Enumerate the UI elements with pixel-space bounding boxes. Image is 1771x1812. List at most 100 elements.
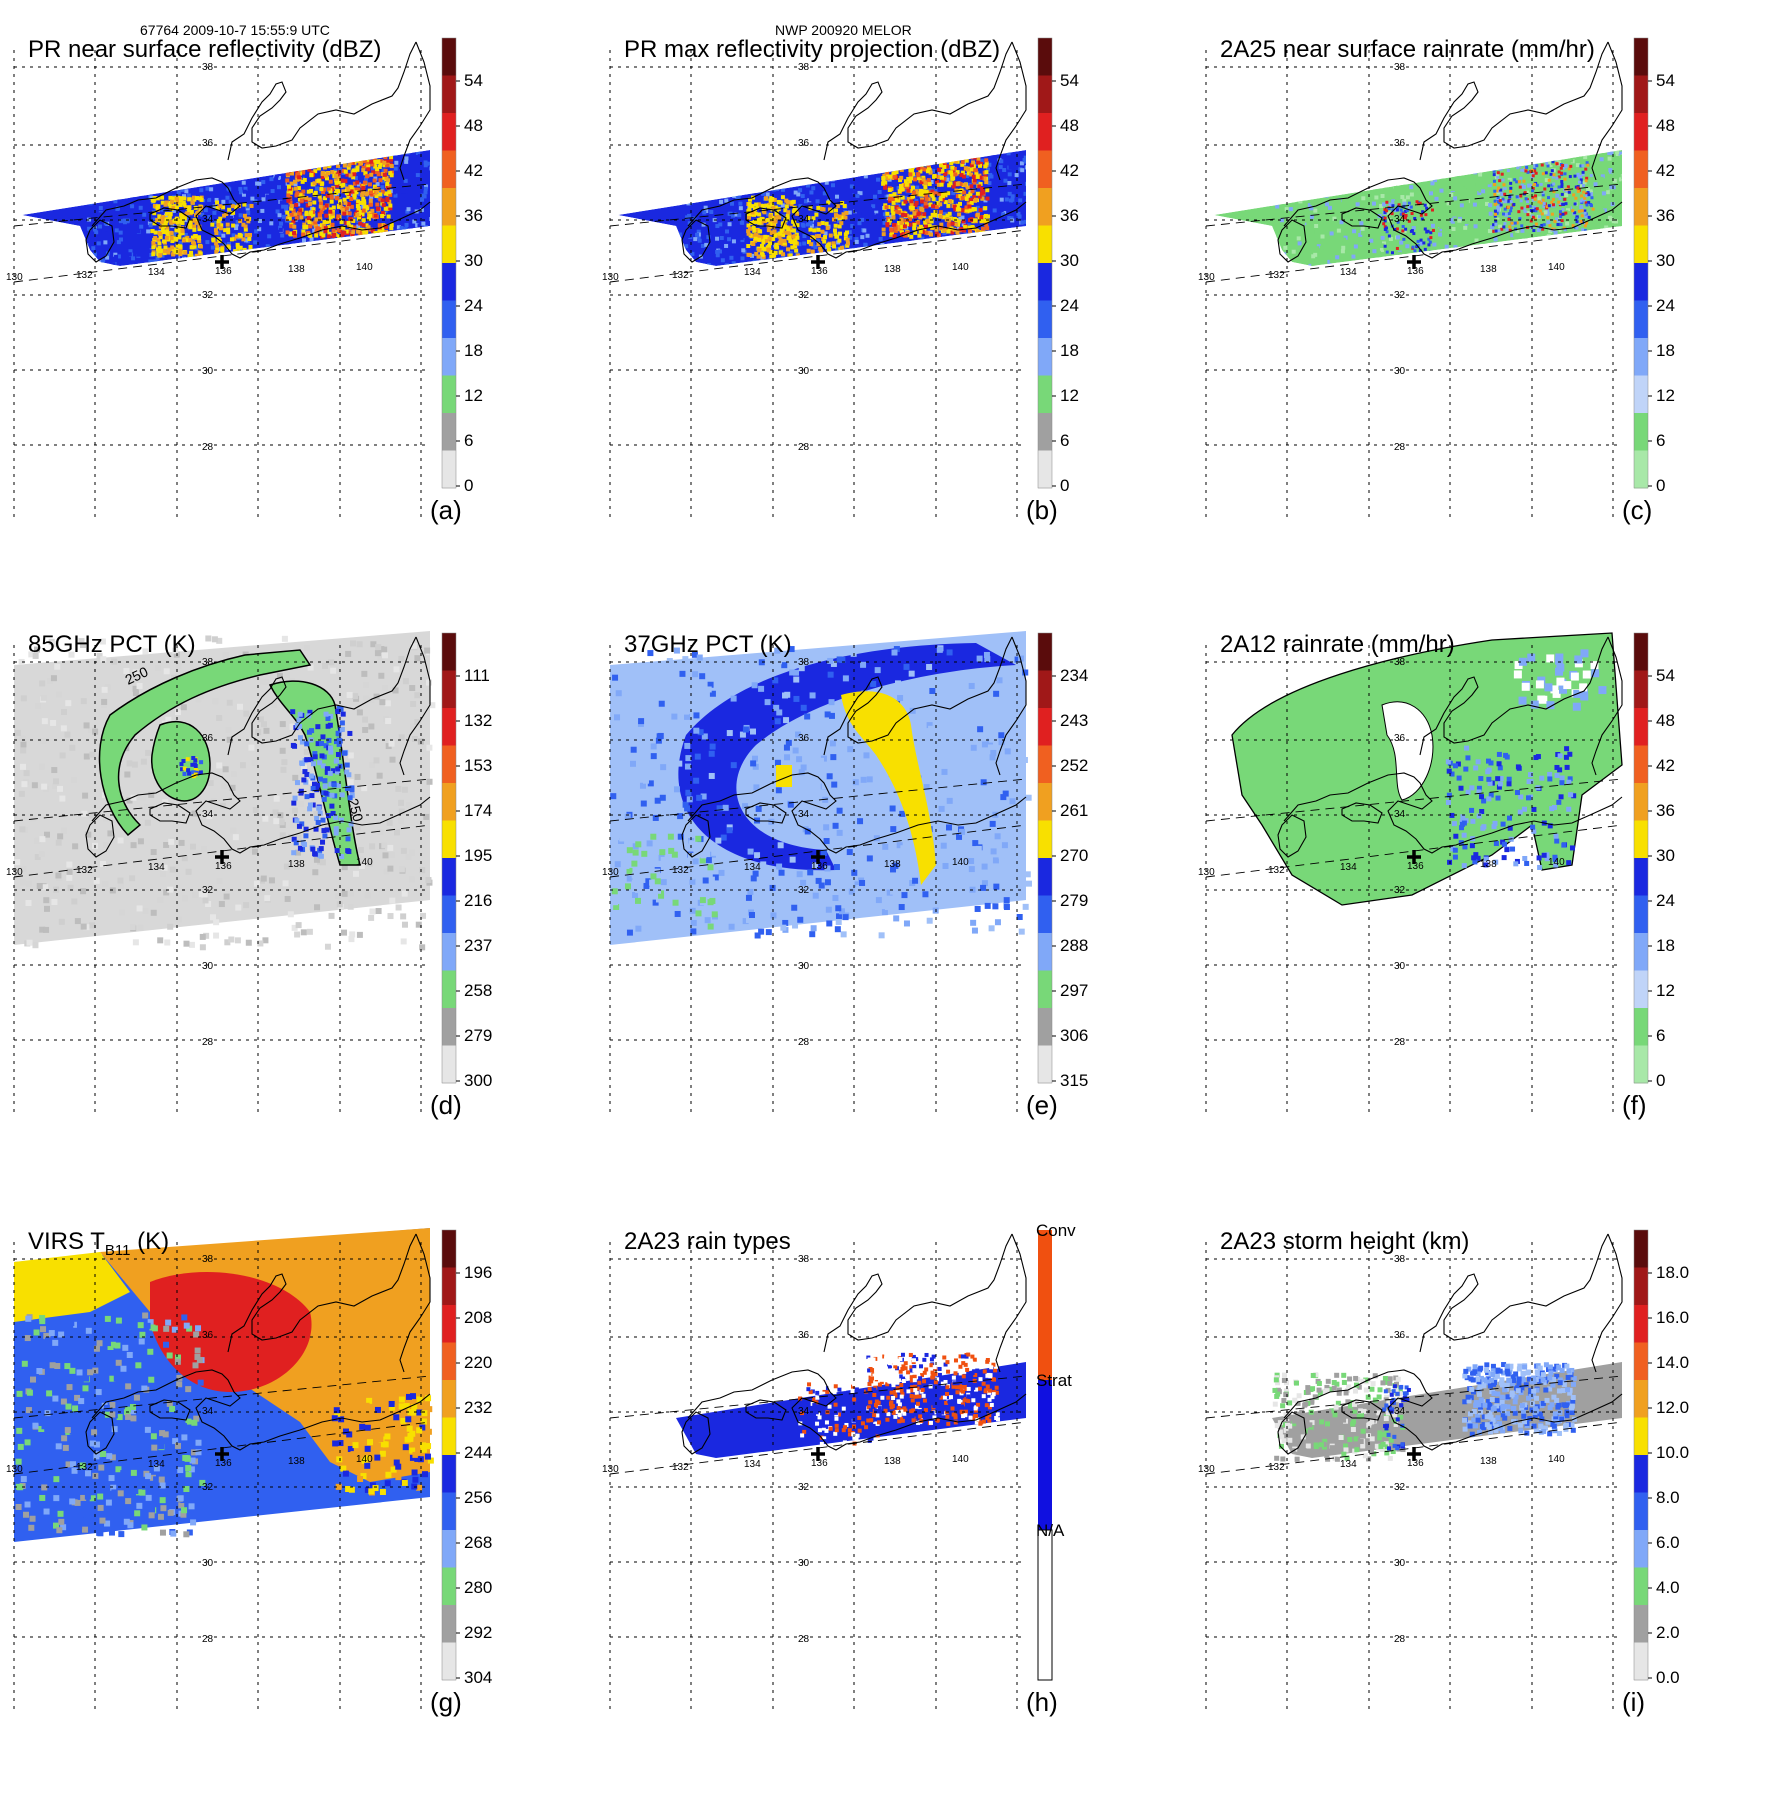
data-pixel (1497, 220, 1501, 224)
data-pixel (158, 166, 162, 170)
data-pixel (168, 216, 172, 220)
data-pixel (1583, 197, 1586, 200)
data-pixel (686, 239, 690, 243)
data-pixel (899, 176, 903, 180)
data-pixel (323, 162, 327, 166)
data-pixel (742, 170, 746, 174)
data-pixel (885, 163, 889, 167)
data-pixel (935, 159, 939, 163)
data-pixel (243, 248, 247, 252)
data-pixel (769, 198, 773, 202)
data-pixel (352, 172, 356, 176)
data-pixel (888, 219, 892, 223)
data-pixel (1020, 168, 1024, 172)
data-pixel (246, 151, 250, 155)
data-pixel (732, 261, 736, 265)
data-pixel (951, 222, 955, 226)
data-pixel (1576, 261, 1580, 265)
data-pixel (82, 258, 86, 262)
data-pixel (1499, 167, 1503, 171)
data-pixel (313, 181, 317, 185)
data-pixel (751, 162, 755, 166)
data-pixel (429, 267, 433, 271)
data-pixel (1532, 247, 1536, 251)
data-pixel (1295, 178, 1299, 182)
data-pixel (981, 227, 985, 231)
data-pixel (1005, 197, 1009, 201)
data-pixel (1493, 173, 1496, 176)
data-pixel (1458, 209, 1462, 213)
data-pixel (1525, 166, 1528, 169)
data-pixel (916, 173, 920, 177)
data-pixel (1432, 243, 1436, 247)
data-pixel (1273, 256, 1277, 260)
data-pixel (158, 160, 162, 164)
data-pixel (862, 229, 866, 233)
data-pixel (112, 188, 116, 192)
data-pixel (757, 248, 761, 252)
data-pixel (1357, 176, 1361, 180)
data-pixel (1513, 233, 1517, 237)
data-pixel (313, 160, 317, 164)
data-pixel (87, 169, 91, 173)
data-pixel (743, 225, 747, 229)
data-pixel (1559, 210, 1562, 213)
data-pixel (1563, 198, 1566, 201)
data-pixel (1525, 158, 1529, 162)
data-pixel (332, 229, 336, 233)
data-pixel (1328, 206, 1332, 210)
data-pixel (1509, 187, 1512, 190)
data-pixel (866, 152, 870, 156)
data-pixel (320, 160, 324, 164)
data-pixel (891, 164, 895, 168)
data-pixel (811, 250, 815, 254)
data-pixel (1499, 242, 1503, 246)
data-pixel (931, 213, 935, 217)
data-pixel (368, 235, 372, 239)
data-pixel (359, 158, 363, 162)
data-pixel (1507, 264, 1511, 268)
data-pixel (303, 250, 307, 254)
data-pixel (1496, 176, 1499, 179)
data-pixel (713, 164, 717, 168)
data-pixel (915, 201, 919, 205)
data-pixel (1307, 180, 1311, 184)
data-pixel (204, 168, 208, 172)
data-pixel (136, 229, 140, 233)
data-pixel (1424, 204, 1427, 207)
data-pixel (89, 194, 93, 198)
data-pixel (684, 244, 688, 248)
data-pixel (1493, 180, 1496, 183)
data-pixel (1622, 180, 1626, 184)
data-pixel (1323, 157, 1327, 161)
data-pixel (1588, 238, 1592, 242)
data-pixel (275, 173, 279, 177)
data-pixel (875, 269, 879, 273)
data-pixel (126, 162, 130, 166)
data-pixel (328, 210, 332, 214)
data-pixel (786, 247, 790, 251)
data-pixel (197, 236, 201, 240)
data-pixel (368, 253, 372, 257)
data-pixel (1352, 229, 1356, 233)
data-pixel (151, 252, 155, 256)
data-pixel (349, 248, 353, 252)
data-pixel (199, 245, 203, 249)
data-pixel (889, 227, 893, 231)
data-pixel (99, 206, 103, 210)
colorbar-segment (1038, 376, 1052, 414)
data-pixel (164, 165, 168, 169)
data-pixel (287, 164, 291, 168)
data-pixel (387, 214, 391, 218)
data-pixel (1322, 217, 1326, 221)
data-pixel (322, 262, 326, 266)
data-pixel (1569, 175, 1572, 178)
data-pixel (1409, 173, 1413, 177)
data-pixel (1507, 218, 1510, 221)
data-pixel (1304, 152, 1308, 156)
data-pixel (1545, 171, 1548, 174)
data-pixel (801, 157, 805, 161)
data-pixel (1592, 256, 1596, 260)
data-pixel (390, 253, 394, 257)
